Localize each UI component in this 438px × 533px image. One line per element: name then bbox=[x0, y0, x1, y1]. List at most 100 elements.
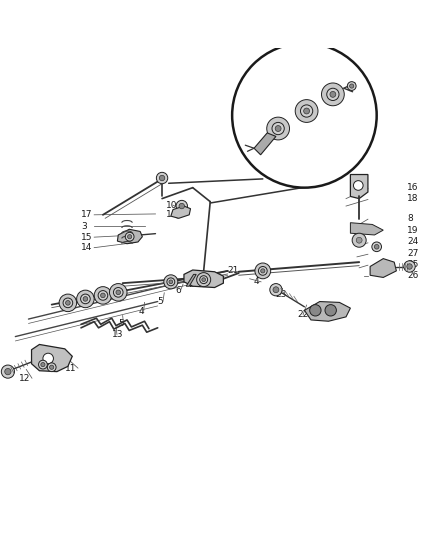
Circle shape bbox=[113, 287, 123, 297]
Circle shape bbox=[168, 279, 174, 285]
Text: 20: 20 bbox=[333, 122, 344, 131]
Circle shape bbox=[352, 233, 366, 247]
Circle shape bbox=[81, 294, 90, 304]
Text: 26: 26 bbox=[407, 271, 419, 280]
Circle shape bbox=[404, 261, 415, 272]
Circle shape bbox=[167, 278, 175, 286]
Circle shape bbox=[127, 235, 132, 239]
Circle shape bbox=[47, 363, 56, 372]
Circle shape bbox=[374, 245, 379, 249]
Circle shape bbox=[59, 294, 77, 312]
Circle shape bbox=[1, 365, 14, 378]
Circle shape bbox=[259, 268, 266, 274]
Text: 22: 22 bbox=[298, 310, 309, 319]
Circle shape bbox=[159, 175, 165, 181]
Polygon shape bbox=[171, 206, 191, 219]
Circle shape bbox=[125, 232, 134, 241]
Circle shape bbox=[372, 242, 381, 252]
Circle shape bbox=[197, 273, 211, 287]
Circle shape bbox=[330, 92, 336, 98]
Text: 24: 24 bbox=[407, 238, 419, 246]
Circle shape bbox=[82, 295, 89, 303]
Text: 21: 21 bbox=[228, 266, 239, 276]
Circle shape bbox=[41, 362, 45, 367]
Circle shape bbox=[232, 43, 377, 188]
Circle shape bbox=[347, 82, 356, 91]
Circle shape bbox=[300, 105, 313, 117]
Text: 17: 17 bbox=[81, 211, 92, 219]
Circle shape bbox=[267, 117, 290, 140]
Circle shape bbox=[304, 108, 310, 114]
Circle shape bbox=[43, 353, 53, 364]
Circle shape bbox=[407, 264, 412, 269]
Circle shape bbox=[202, 278, 205, 281]
Circle shape bbox=[295, 100, 318, 123]
Circle shape bbox=[176, 200, 187, 212]
Text: 4: 4 bbox=[138, 306, 144, 316]
Circle shape bbox=[99, 292, 106, 299]
Circle shape bbox=[110, 284, 127, 301]
Circle shape bbox=[115, 289, 122, 296]
Circle shape bbox=[77, 290, 94, 308]
Text: 1: 1 bbox=[166, 211, 171, 219]
Text: 5: 5 bbox=[118, 319, 124, 328]
Polygon shape bbox=[32, 344, 72, 372]
Text: 13: 13 bbox=[112, 330, 123, 339]
Circle shape bbox=[101, 293, 105, 298]
Circle shape bbox=[310, 304, 321, 316]
Text: 1: 1 bbox=[197, 272, 203, 281]
Polygon shape bbox=[350, 223, 383, 235]
Text: 8: 8 bbox=[407, 214, 413, 223]
Circle shape bbox=[179, 203, 184, 209]
Text: 18: 18 bbox=[407, 194, 419, 203]
Circle shape bbox=[164, 275, 178, 289]
Text: 5: 5 bbox=[158, 297, 163, 306]
Circle shape bbox=[273, 287, 279, 293]
Text: 7: 7 bbox=[271, 144, 276, 154]
Text: 11: 11 bbox=[65, 364, 76, 373]
Polygon shape bbox=[117, 229, 142, 244]
Circle shape bbox=[350, 84, 354, 88]
Circle shape bbox=[353, 181, 363, 190]
Text: 4: 4 bbox=[254, 277, 260, 286]
Circle shape bbox=[169, 280, 173, 284]
Text: 16: 16 bbox=[407, 183, 419, 192]
Text: 10: 10 bbox=[166, 201, 177, 209]
Circle shape bbox=[356, 237, 362, 243]
Text: 9: 9 bbox=[364, 109, 369, 118]
Circle shape bbox=[5, 368, 11, 375]
Circle shape bbox=[94, 287, 112, 304]
Text: 21: 21 bbox=[364, 100, 375, 109]
Circle shape bbox=[49, 365, 54, 369]
Text: 12: 12 bbox=[19, 374, 30, 383]
Text: 14: 14 bbox=[81, 243, 92, 252]
Circle shape bbox=[273, 124, 283, 133]
Text: 2: 2 bbox=[304, 133, 310, 142]
Polygon shape bbox=[304, 302, 350, 321]
Circle shape bbox=[327, 88, 339, 101]
Text: 23: 23 bbox=[275, 290, 286, 300]
Circle shape bbox=[156, 172, 168, 184]
Polygon shape bbox=[186, 274, 196, 286]
Text: 19: 19 bbox=[407, 226, 419, 235]
Circle shape bbox=[272, 123, 284, 135]
Text: 6: 6 bbox=[175, 286, 181, 295]
Circle shape bbox=[116, 290, 120, 295]
Circle shape bbox=[201, 277, 207, 282]
Circle shape bbox=[255, 263, 271, 279]
Circle shape bbox=[321, 83, 344, 106]
Circle shape bbox=[275, 126, 281, 132]
Circle shape bbox=[270, 284, 282, 296]
Text: 25: 25 bbox=[407, 260, 419, 269]
Text: 3: 3 bbox=[81, 222, 87, 231]
Circle shape bbox=[302, 106, 311, 116]
Circle shape bbox=[261, 269, 265, 273]
Circle shape bbox=[258, 266, 267, 275]
Circle shape bbox=[200, 276, 208, 284]
Polygon shape bbox=[370, 259, 396, 278]
Circle shape bbox=[64, 299, 71, 306]
Text: 15: 15 bbox=[81, 232, 92, 241]
Circle shape bbox=[63, 298, 73, 308]
Circle shape bbox=[39, 360, 47, 369]
Circle shape bbox=[328, 90, 338, 99]
